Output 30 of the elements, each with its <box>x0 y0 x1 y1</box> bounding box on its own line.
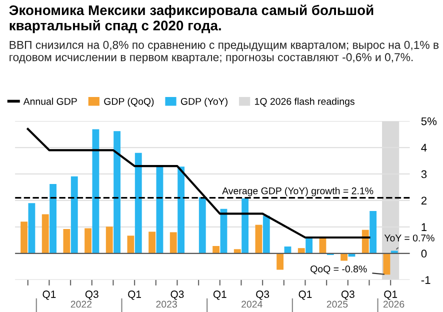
y-tick-label: 5% <box>421 117 437 126</box>
x-tick-label: Q3 <box>256 290 270 300</box>
ref-line-label: Average GDP (YoY) growth = 2.1% <box>222 187 374 196</box>
y-tick-label: 0 <box>421 250 427 258</box>
chart-subtitle: ВВП снизился на 0,8% по сравнению с предыдущим кварталом; вырос на 0,1% в годовом исчислении в первом квартале; прогнозы составляют -0,6% и 0,7%. <box>10 40 439 64</box>
text: 2023 <box>156 300 177 308</box>
x-tick-label: Q3 <box>170 290 184 300</box>
text: 2024 <box>242 300 262 308</box>
y-tick-label: 1 <box>422 223 427 231</box>
annotation: QoQ = -0.8% <box>310 266 367 274</box>
x-tick-label: Q1 <box>42 290 56 300</box>
legend-label: Annual GDP <box>23 98 77 105</box>
text: 2025 <box>326 300 348 308</box>
annotation: YoY = 0.7% <box>384 234 434 242</box>
y-tick-label: -1 <box>421 276 430 284</box>
legend-label: GDP (YoY) <box>180 98 228 107</box>
text: 2022 <box>70 300 92 308</box>
chart-title: Экономика Мексики зафиксировала самый большой квартальный спад с 2020 года. <box>9 4 374 34</box>
y-tick-label: 4 <box>421 144 427 152</box>
x-tick-label: Q3 <box>341 290 354 300</box>
legend-label: GDP (QoQ) <box>104 98 154 107</box>
text: 1Q 2026 flash readings <box>255 98 354 107</box>
text: 2026 <box>383 300 404 308</box>
x-tick-label: Q1 <box>298 290 312 300</box>
x-tick-label: Q1 <box>384 290 398 300</box>
y-tick-label: 3 <box>421 170 427 178</box>
x-tick-label: Q3 <box>85 290 98 300</box>
y-tick-label: 2 <box>421 196 427 204</box>
x-tick-label: Q1 <box>213 290 226 300</box>
x-tick-label: Q1 <box>128 290 141 300</box>
